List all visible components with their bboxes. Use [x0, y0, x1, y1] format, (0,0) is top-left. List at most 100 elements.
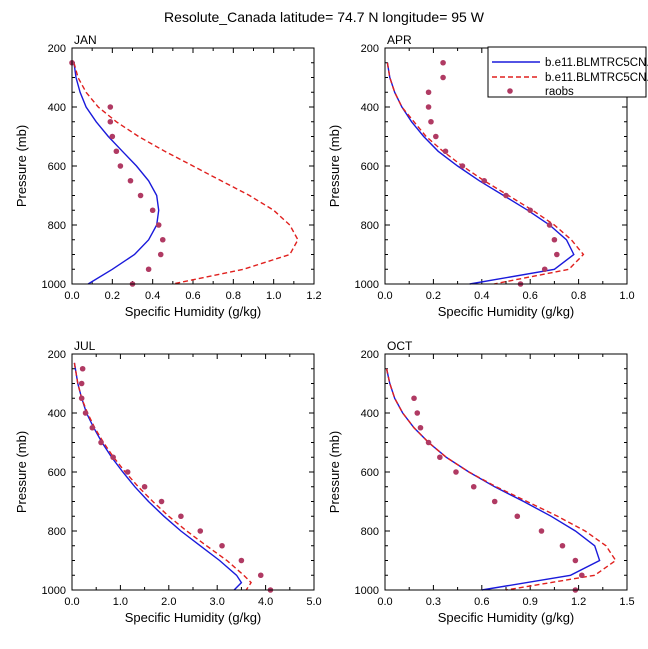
raobs-point	[257, 572, 264, 579]
y-tick-label: 1000	[355, 279, 379, 291]
y-tick-label: 400	[361, 408, 379, 420]
raobs-point	[453, 469, 459, 475]
series-line-model2	[73, 62, 299, 285]
y-tick-label: 600	[361, 161, 379, 173]
x-tick-label: 1.0	[113, 596, 128, 608]
y-tick-label: 800	[48, 220, 66, 232]
y-axis-label: Pressure (mb)	[327, 125, 342, 207]
raobs-point	[546, 222, 553, 228]
panel-title-oct: OCT	[387, 339, 413, 353]
x-tick-label: 0.0	[377, 290, 392, 302]
raobs-point	[137, 192, 144, 199]
x-tick-label: 0.0	[377, 596, 392, 608]
raobs-point	[145, 266, 152, 273]
y-tick-label: 800	[48, 526, 66, 538]
raobs-point	[157, 251, 164, 258]
x-tick-label: 0.6	[185, 290, 200, 302]
series-line-model1	[385, 368, 601, 591]
x-tick-label: 0.4	[474, 290, 489, 302]
y-tick-label: 800	[361, 220, 379, 232]
raobs-point	[514, 513, 521, 520]
x-axis-label: Specific Humidity (g/kg)	[438, 610, 575, 625]
x-axis-label: Specific Humidity (g/kg)	[125, 304, 262, 319]
y-tick-label: 1000	[42, 279, 66, 291]
raobs-point	[433, 133, 439, 140]
panel-title-apr: APR	[387, 33, 412, 47]
x-axis-label: Specific Humidity (g/kg)	[438, 304, 575, 319]
series-line-model1	[386, 62, 575, 285]
raobs-point	[155, 222, 162, 228]
legend-box	[487, 46, 647, 98]
plot-frame	[71, 47, 315, 285]
y-tick-label: 400	[48, 102, 66, 114]
x-tick-label: 1.0	[619, 290, 634, 302]
y-tick-label: 600	[48, 467, 66, 479]
y-tick-label: 1000	[42, 585, 66, 597]
panel-oct: OCT 0.0 0.3 0.6 0.9 1.2 1.5 200 400 600 800 1000 Spe…	[327, 339, 635, 625]
plot-frame	[384, 353, 628, 591]
y-tick-label: 200	[48, 349, 66, 361]
y-axis-label: Pressure (mb)	[327, 431, 342, 513]
raobs-point	[459, 163, 466, 169]
series-line-model2	[385, 368, 617, 591]
raobs-point	[107, 104, 114, 110]
x-tick-label: 1.2	[571, 596, 586, 608]
x-tick-label: 4.0	[258, 596, 273, 608]
raobs-point	[425, 439, 432, 446]
x-tick-label: 0.8	[571, 290, 586, 302]
panel-jan: JAN 0.0 0.2 0.4 0.6 0.8 1.0 1.2 200 400 600 800 1000…	[14, 33, 322, 319]
legend: b.e11.BLMTRC5CN.f1 b.e11.BLMTRC5CN.f1 ra…	[487, 46, 648, 98]
raobs-point	[141, 483, 148, 490]
x-tick-label: 0.8	[226, 290, 241, 302]
raobs-point	[572, 557, 579, 564]
raobs-point	[491, 498, 498, 505]
y-axis-label: Pressure (mb)	[14, 431, 29, 513]
raobs-point	[78, 380, 85, 387]
x-axis-label: Specific Humidity (g/kg)	[125, 610, 262, 625]
figure-title: Resolute_Canada latitude= 74.7 N longitu…	[164, 9, 485, 25]
raobs-point	[414, 410, 421, 416]
raobs-point	[527, 207, 533, 214]
y-tick-label: 1000	[355, 585, 379, 597]
raobs-point	[159, 236, 166, 243]
x-tick-label: 0.6	[474, 596, 489, 608]
raobs-point	[219, 542, 225, 549]
series-line-model2	[73, 362, 252, 591]
raobs-point	[127, 177, 134, 184]
raobs-point	[197, 528, 204, 534]
raobs-point	[158, 498, 165, 505]
raobs-point	[559, 542, 566, 549]
raobs-point	[109, 133, 116, 140]
raobs-point	[579, 572, 585, 579]
raobs-point	[503, 192, 509, 199]
raobs-point	[417, 424, 424, 431]
x-tick-label: 1.0	[266, 290, 281, 302]
y-tick-label: 400	[48, 408, 66, 420]
raobs-point	[124, 469, 131, 475]
y-tick-label: 600	[48, 161, 66, 173]
raobs-point	[89, 424, 96, 431]
x-tick-label: 0.3	[426, 596, 441, 608]
raobs-point	[440, 74, 446, 81]
series-line-model1	[73, 362, 243, 591]
raobs-point	[238, 557, 245, 564]
x-tick-label: 2.0	[161, 596, 176, 608]
panel-jul: JUL 0.0 1.0 2.0 3.0 4.0 5.0 200 400 600 800 1000 Spe…	[14, 339, 322, 625]
raobs-point	[117, 163, 124, 169]
raobs-point	[113, 148, 120, 155]
y-tick-label: 600	[361, 467, 379, 479]
x-tick-label: 1.2	[306, 290, 321, 302]
raobs-point	[425, 89, 432, 96]
y-tick-label: 800	[361, 526, 379, 538]
panel-apr: APR 0.0 0.2 0.4 0.6 0.8 1.0 200 400 600 800 1000 Spe…	[327, 33, 635, 319]
raobs-point	[428, 118, 434, 125]
x-tick-label: 3.0	[210, 596, 225, 608]
panel-title-jan: JAN	[74, 33, 97, 47]
raobs-point	[541, 266, 548, 273]
raobs-point	[425, 104, 432, 110]
raobs-point	[107, 118, 114, 125]
x-tick-label: 0.2	[105, 290, 120, 302]
x-tick-label: 0.4	[145, 290, 160, 302]
raobs-point	[79, 365, 86, 372]
y-tick-label: 400	[361, 102, 379, 114]
